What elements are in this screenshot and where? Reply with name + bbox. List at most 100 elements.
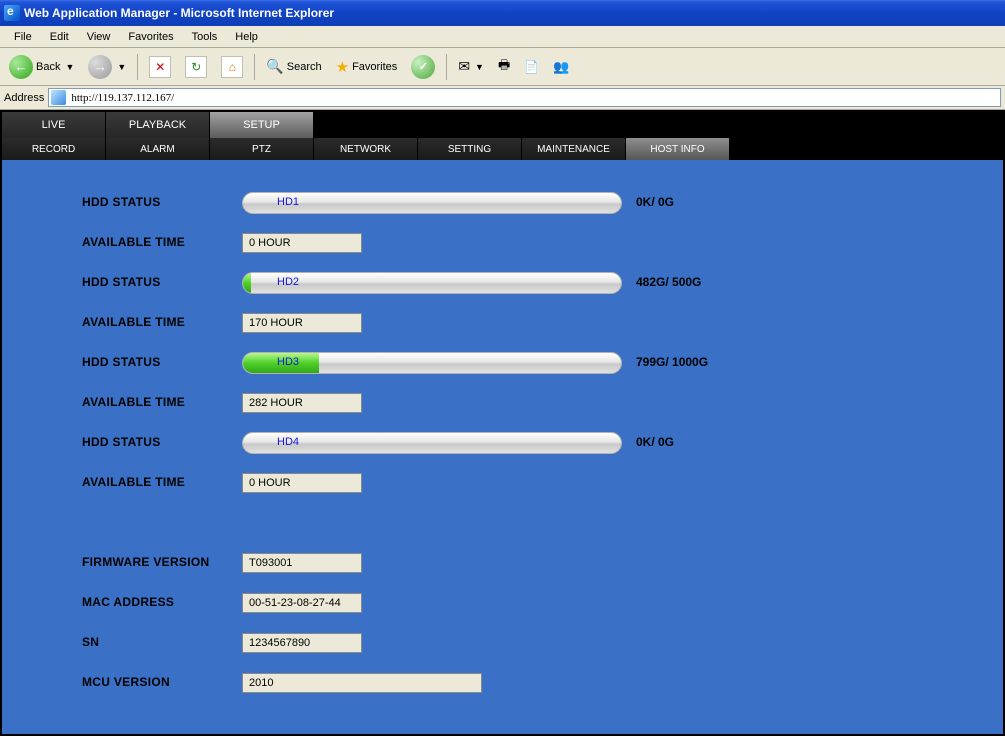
refresh-button[interactable]: ↻ xyxy=(180,53,212,81)
menu-file[interactable]: File xyxy=(6,29,40,45)
subtab-setting[interactable]: SETTING xyxy=(418,138,522,160)
hdd-status-label-3: HDD STATUS xyxy=(82,356,242,370)
mac-row: MAC ADDRESS 00-51-23-08-27-44 xyxy=(82,590,1003,616)
menu-tools[interactable]: Tools xyxy=(184,29,226,45)
subtab-hostinfo[interactable]: HOST INFO xyxy=(626,138,730,160)
subtab-network[interactable]: NETWORK xyxy=(314,138,418,160)
tab-live[interactable]: LIVE xyxy=(2,112,106,138)
back-icon: ← xyxy=(9,55,33,79)
hdd-status-row-3: HDD STATUS HD3 799G/ 1000G xyxy=(82,350,1003,376)
hdd-capacity-2: 482G/ 500G xyxy=(636,276,736,290)
sn-value: 1234567890 xyxy=(242,633,362,653)
edit-button[interactable]: 📄 xyxy=(519,53,544,81)
mail-button[interactable]: ✉▼ xyxy=(453,53,489,81)
ie-icon xyxy=(4,5,20,21)
host-info-panel: HDD STATUS HD1 0K/ 0G AVAILABLE TIME 0 H… xyxy=(2,160,1003,734)
forward-dropdown-icon: ▼ xyxy=(117,62,126,72)
mail-icon: ✉ xyxy=(458,58,470,75)
history-icon: ✓ xyxy=(411,55,435,79)
toolbar-separator xyxy=(137,54,138,80)
hdd-fill-2 xyxy=(243,273,251,293)
content-area: LIVE PLAYBACK SETUP RECORD ALARM PTZ NET… xyxy=(0,110,1005,736)
available-time-label-4: AVAILABLE TIME xyxy=(82,476,242,490)
hdd-status-row-2: HDD STATUS HD2 482G/ 500G xyxy=(82,270,1003,296)
subtab-alarm[interactable]: ALARM xyxy=(106,138,210,160)
favorites-label: Favorites xyxy=(352,61,397,73)
star-icon: ★ xyxy=(336,58,349,76)
sub-tabs: RECORD ALARM PTZ NETWORK SETTING MAINTEN… xyxy=(2,138,1003,160)
hdd-status-row-1: HDD STATUS HD1 0K/ 0G xyxy=(82,190,1003,216)
print-button[interactable]: 🖶 xyxy=(493,53,515,81)
available-time-value-4: 0 HOUR xyxy=(242,473,362,493)
menu-bar: File Edit View Favorites Tools Help xyxy=(0,26,1005,48)
subtab-ptz[interactable]: PTZ xyxy=(210,138,314,160)
menu-favorites[interactable]: Favorites xyxy=(120,29,181,45)
tab-playback[interactable]: PLAYBACK xyxy=(106,112,210,138)
sn-row: SN 1234567890 xyxy=(82,630,1003,656)
back-button[interactable]: ← Back ▼ xyxy=(4,53,79,81)
menu-help[interactable]: Help xyxy=(227,29,266,45)
page-icon xyxy=(51,90,66,105)
mcu-value: 2010 xyxy=(242,673,482,693)
edit-icon: 📄 xyxy=(524,60,539,74)
hdd-progress-1: HD1 xyxy=(242,192,622,214)
available-time-value-3: 282 HOUR xyxy=(242,393,362,413)
hdd-status-label-4: HDD STATUS xyxy=(82,436,242,450)
messenger-button[interactable]: 👥 xyxy=(548,53,574,81)
mail-dropdown-icon: ▼ xyxy=(475,62,484,72)
hdd-capacity-3: 799G/ 1000G xyxy=(636,356,736,370)
search-icon: 🔍 xyxy=(266,58,283,75)
firmware-label: FIRMWARE VERSION xyxy=(82,556,242,570)
address-bar: Address xyxy=(0,86,1005,110)
history-button[interactable]: ✓ xyxy=(406,53,440,81)
forward-button[interactable]: → ▼ xyxy=(83,53,131,81)
hdd-name-1: HD1 xyxy=(277,196,299,208)
available-time-label-3: AVAILABLE TIME xyxy=(82,396,242,410)
messenger-icon: 👥 xyxy=(553,59,569,75)
toolbar: ← Back ▼ → ▼ ✕ ↻ ⌂ 🔍 Search ★ Favorites … xyxy=(0,48,1005,86)
hdd-name-4: HD4 xyxy=(277,436,299,448)
hdd-capacity-1: 0K/ 0G xyxy=(636,196,736,210)
menu-edit[interactable]: Edit xyxy=(42,29,77,45)
hdd-progress-3: HD3 xyxy=(242,352,622,374)
search-button[interactable]: 🔍 Search xyxy=(261,53,326,81)
available-time-row-2: AVAILABLE TIME 170 HOUR xyxy=(82,310,1003,336)
hdd-status-label-2: HDD STATUS xyxy=(82,276,242,290)
stop-icon: ✕ xyxy=(149,56,171,78)
stop-button[interactable]: ✕ xyxy=(144,53,176,81)
tab-setup[interactable]: SETUP xyxy=(210,112,314,138)
hdd-name-2: HD2 xyxy=(277,276,299,288)
window-titlebar: Web Application Manager - Microsoft Inte… xyxy=(0,0,1005,26)
mcu-row: MCU VERSION 2010 xyxy=(82,670,1003,696)
mac-label: MAC ADDRESS xyxy=(82,596,242,610)
toolbar-separator-3 xyxy=(446,54,447,80)
available-time-row-3: AVAILABLE TIME 282 HOUR xyxy=(82,390,1003,416)
available-time-label: AVAILABLE TIME xyxy=(82,236,242,250)
back-label: Back xyxy=(36,61,60,73)
search-label: Search xyxy=(287,61,322,73)
available-time-label-2: AVAILABLE TIME xyxy=(82,316,242,330)
hdd-progress-4: HD4 xyxy=(242,432,622,454)
forward-icon: → xyxy=(88,55,112,79)
hdd-status-row-4: HDD STATUS HD4 0K/ 0G xyxy=(82,430,1003,456)
mac-value: 00-51-23-08-27-44 xyxy=(242,593,362,613)
subtab-record[interactable]: RECORD xyxy=(2,138,106,160)
address-input[interactable] xyxy=(48,88,1001,107)
menu-view[interactable]: View xyxy=(79,29,119,45)
available-time-value-1: 0 HOUR xyxy=(242,233,362,253)
mcu-label: MCU VERSION xyxy=(82,676,242,690)
sn-label: SN xyxy=(82,636,242,650)
main-tabs: LIVE PLAYBACK SETUP xyxy=(2,112,1003,138)
hdd-capacity-4: 0K/ 0G xyxy=(636,436,736,450)
firmware-value: T093001 xyxy=(242,553,362,573)
print-icon: 🖶 xyxy=(498,56,510,78)
hdd-status-label: HDD STATUS xyxy=(82,196,242,210)
home-icon: ⌂ xyxy=(221,56,243,78)
available-time-row-1: AVAILABLE TIME 0 HOUR xyxy=(82,230,1003,256)
favorites-button[interactable]: ★ Favorites xyxy=(331,53,403,81)
back-dropdown-icon: ▼ xyxy=(65,62,74,72)
refresh-icon: ↻ xyxy=(185,56,207,78)
subtab-maintenance[interactable]: MAINTENANCE xyxy=(522,138,626,160)
available-time-value-2: 170 HOUR xyxy=(242,313,362,333)
home-button[interactable]: ⌂ xyxy=(216,53,248,81)
